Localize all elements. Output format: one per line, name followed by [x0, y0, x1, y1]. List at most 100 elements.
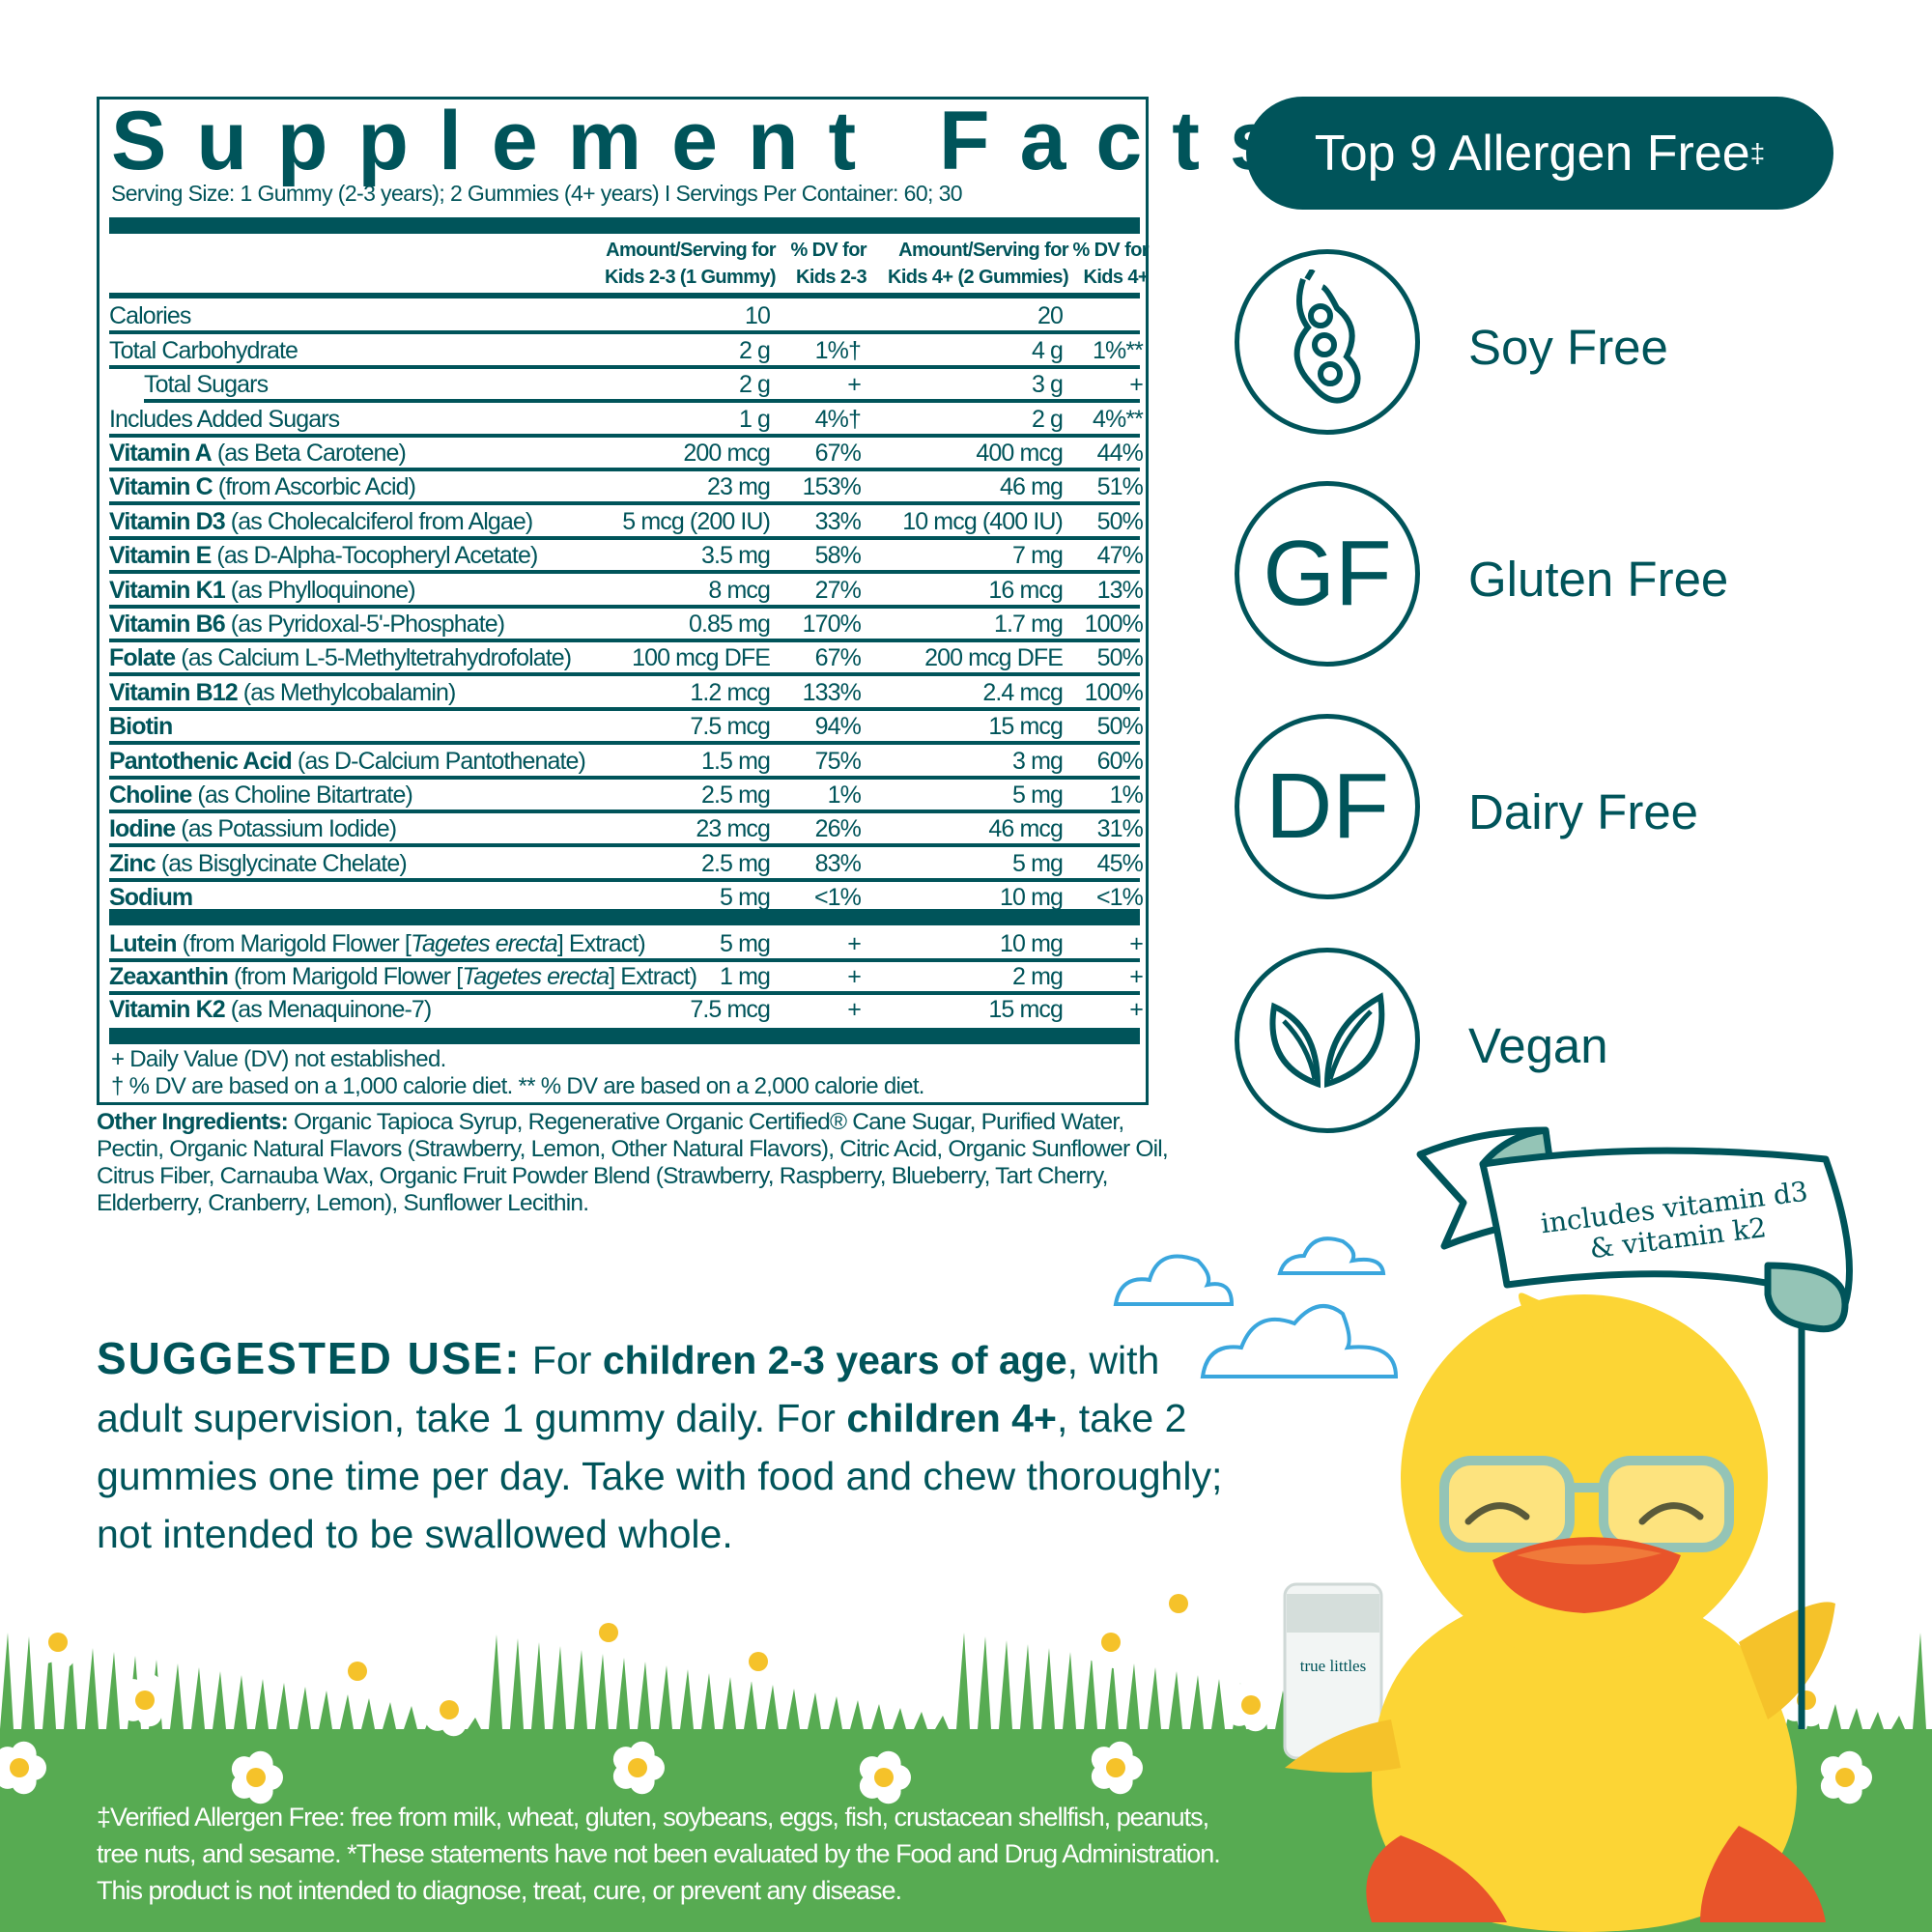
dv-value: +	[1129, 930, 1144, 957]
dv-value: 170%	[802, 610, 862, 638]
nutrient-name: Vitamin K2 (as Menaquinone-7)	[109, 996, 432, 1024]
nutrient-name: Vitamin A (as Beta Carotene)	[109, 440, 407, 468]
dv-value: 4%†	[814, 405, 862, 433]
nutrient-row: Lutein (from Marigold Flower [Tagetes er…	[109, 927, 1144, 962]
amount-value: 2 g	[1031, 405, 1064, 433]
nutrient-bold: Iodine	[109, 815, 176, 843]
header-line: Amount/Serving for	[606, 240, 776, 261]
nutrient-name: Vitamin D3 (as Cholecalciferol from Alga…	[109, 508, 533, 536]
dv-value: 60%	[1096, 747, 1144, 775]
flower	[1226, 1678, 1278, 1732]
footnote-dv: + Daily Value (DV) not established.	[111, 1046, 446, 1072]
nutrient-bold: Zeaxanthin	[109, 963, 229, 990]
nutrient-bold: Sodium	[109, 884, 193, 912]
nutrient-bold: Vitamin E	[109, 542, 212, 570]
nutrient-row: Vitamin B6 (as Pyridoxal-5'-Phosphate) 0.…	[109, 607, 1144, 642]
nutrient-name: Zeaxanthin (from Marigold Flower [Tagete…	[109, 963, 697, 991]
amount-value: 1 g	[738, 405, 771, 433]
amount-value: 10 mg	[1000, 884, 1064, 912]
nutrient-row: Includes Added Sugars 1 g 4%† 2 g 4%**	[109, 401, 1144, 438]
nutrient-source: ] Extract)	[556, 930, 646, 957]
nutrient-bold: Vitamin B6	[109, 610, 226, 638]
dv-value: +	[1129, 996, 1144, 1023]
dv-value: 153%	[802, 473, 862, 501]
dv-value: 47%	[1096, 542, 1144, 570]
row-divider	[109, 809, 1140, 813]
nutrient-row: Vitamin E (as D-Alpha-Tocopheryl Acetate…	[109, 538, 1144, 575]
dv-value: 51%	[1096, 473, 1144, 501]
amount-value: 2 g	[738, 336, 771, 364]
allergen-free-badge: Top 9 Allergen Free ‡	[1246, 97, 1833, 210]
nutrient-name: Calories	[109, 302, 191, 330]
text: , take 2 gummies one time per day. Take …	[97, 1396, 1223, 1556]
nutrient-name: Iodine (as Potassium Iodide)	[109, 815, 397, 843]
column-header: Amount/Serving for Kids 4+ (2 Gummies)	[888, 237, 1069, 291]
nutrient-bold: Vitamin K1	[109, 576, 226, 604]
nutrient-row: Total Carbohydrate 2 g 1%† 4 g 1%**	[109, 332, 1144, 369]
nutrient-row: Sodium 5 mg <1% 10 mg <1%	[109, 880, 1144, 914]
nutrient-row: Vitamin K1 (as Phylloquinone) 8 mcg 27% 16 …	[109, 572, 1144, 609]
flower	[1820, 1750, 1872, 1804]
amount-value: 3 g	[1031, 371, 1064, 399]
flower	[733, 1634, 785, 1689]
nutrient-row: Vitamin C (from Ascorbic Acid) 23 mg 153% 4…	[109, 469, 1144, 506]
nutrient-bold: Choline	[109, 781, 192, 809]
amount-value: 20	[1037, 302, 1064, 330]
nutrient-species: Tagetes erecta	[410, 930, 558, 957]
nutrient-bold: Zinc	[109, 849, 156, 877]
dv-value: 26%	[814, 815, 862, 843]
nutrient-source: Includes Added Sugars	[109, 405, 340, 433]
row-divider	[144, 399, 1140, 404]
amount-value: 16 mcg	[988, 576, 1063, 604]
nutrient-bold: Vitamin C	[109, 473, 213, 501]
dv-value: +	[847, 963, 862, 990]
nutrient-source: (from Marigold Flower [	[227, 963, 463, 990]
nutrient-bold: Pantothenic Acid	[109, 747, 293, 775]
nutrient-row: Folate (as Calcium L-5-Methyltetrahydrof…	[109, 640, 1144, 677]
amount-value: 1 mg	[720, 963, 771, 990]
amount-value: 10 mg	[1000, 930, 1064, 957]
nutrient-row: Iodine (as Potassium Iodide) 23 mcg 26% 46 …	[109, 811, 1144, 848]
dv-value: +	[1129, 371, 1144, 399]
other-ingredients-text: Organic Tapioca Syrup, Regenerative Orga…	[97, 1109, 1169, 1216]
dv-value: <1%	[813, 884, 862, 912]
nutrient-source: ] Extract)	[609, 963, 697, 990]
text-bold: children 2-3 years of age	[602, 1338, 1067, 1382]
amount-value: 8 mcg	[708, 576, 770, 604]
nutrient-name: Choline (as Choline Bitartrate)	[109, 781, 413, 810]
dv-value: 44%	[1096, 439, 1144, 467]
nutrient-row: Vitamin A (as Beta Carotene) 200 mcg 67% 40…	[109, 436, 1144, 471]
suggested-use-heading: SUGGESTED USE:	[97, 1333, 522, 1383]
allergen-label: Soy Free	[1468, 320, 1668, 375]
dv-value: 58%	[814, 542, 862, 570]
amount-value: 2 mg	[1012, 963, 1064, 990]
row-divider	[109, 638, 1140, 642]
nutrient-source: Total Sugars	[144, 371, 269, 399]
dv-value: 1%†	[814, 336, 862, 364]
dv-value: 100%	[1084, 610, 1144, 638]
row-divider	[109, 991, 1140, 995]
dv-value: 1%**	[1093, 336, 1144, 364]
header-line: % DV for	[790, 240, 867, 261]
row-divider	[109, 706, 1140, 711]
amount-value: 1.5 mg	[700, 747, 771, 775]
flower	[1086, 1615, 1138, 1669]
nutrient-source: Calories	[109, 302, 191, 330]
nutrient-source: (as Methylcobalamin)	[237, 678, 457, 706]
nutrient-source: (as D-Calcium Pantothenate)	[291, 747, 586, 775]
dv-value: 83%	[814, 849, 862, 877]
nutrient-source: Total Carbohydrate	[109, 336, 298, 364]
dv-value: 94%	[814, 713, 862, 741]
flower	[424, 1683, 476, 1737]
panel-title: Supplement Facts	[111, 95, 1306, 187]
amount-value: 2.5 mg	[700, 781, 771, 809]
dv-value: 31%	[1096, 815, 1144, 843]
header-line: Kids 2-3 (1 Gummy)	[604, 267, 777, 288]
divider-bar	[109, 909, 1140, 925]
nutrient-source: (as Menaquinone-7)	[224, 996, 432, 1023]
row-divider	[109, 501, 1140, 506]
nutrient-row: Zinc (as Bisglycinate Chelate) 2.5 mg 83% 5…	[109, 845, 1144, 882]
flower	[859, 1750, 911, 1804]
nutrient-bold: Vitamin K2	[109, 996, 226, 1023]
